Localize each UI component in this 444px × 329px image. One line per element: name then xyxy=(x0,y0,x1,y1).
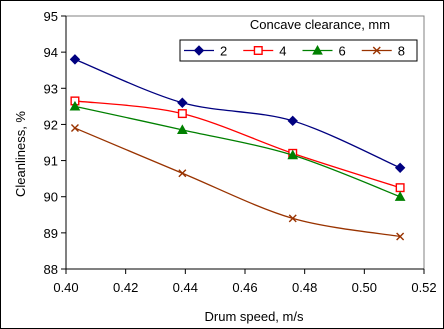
axes: 88 89 90 91 92 93 94 95 0.40 0.42 0.44 0.46 0.48 0.50… xyxy=(44,9,437,295)
y-tick-label: 88 xyxy=(44,262,58,277)
x-tick-label: 0.48 xyxy=(292,280,317,295)
series-group xyxy=(69,54,406,241)
x-tick-label: 0.40 xyxy=(53,280,78,295)
y-tick-label: 90 xyxy=(44,190,58,205)
legend-marker xyxy=(193,45,205,56)
series-line xyxy=(74,127,401,238)
series-line xyxy=(74,105,401,198)
marker-stroke xyxy=(288,214,297,223)
data-point xyxy=(69,100,81,111)
data-point xyxy=(288,214,297,223)
y-tick-label: 92 xyxy=(44,117,58,132)
x-axis-label: Drum speed, m/s xyxy=(205,309,304,324)
legend-label: 6 xyxy=(339,44,346,59)
marker-stroke xyxy=(396,232,405,241)
legend-label: 2 xyxy=(220,44,227,59)
y-tick-label: 91 xyxy=(44,154,58,169)
data-point xyxy=(394,191,406,201)
y-tick-label: 94 xyxy=(44,45,58,60)
data-point xyxy=(394,162,406,174)
y-tick-label: 89 xyxy=(44,226,58,241)
x-tick-label: 0.44 xyxy=(173,280,198,295)
data-point xyxy=(177,109,187,119)
data-point xyxy=(177,124,188,134)
legend-marker xyxy=(372,46,381,55)
legend: Concave clearance, mm 2 4 6 8 xyxy=(179,17,418,62)
x-tick-label: 0.46 xyxy=(232,280,257,295)
marker-stroke xyxy=(178,169,187,178)
series-6 xyxy=(69,100,406,201)
series-line xyxy=(74,58,401,169)
legend-box xyxy=(179,39,418,62)
data-point xyxy=(178,169,187,178)
data-point xyxy=(177,97,188,108)
legend-entry-8: 8 xyxy=(361,44,405,59)
data-point xyxy=(395,183,405,193)
series-line xyxy=(74,100,401,189)
data-point xyxy=(396,232,405,241)
legend-title: Concave clearance, mm xyxy=(250,17,390,32)
x-tick-label: 0.50 xyxy=(352,280,377,295)
marker-stroke xyxy=(372,46,381,55)
x-tick-label: 0.42 xyxy=(113,280,138,295)
legend-label: 8 xyxy=(398,44,405,59)
data-point xyxy=(70,124,79,133)
y-tick-label: 93 xyxy=(44,81,58,96)
legend-marker xyxy=(312,44,323,55)
series-2 xyxy=(69,54,406,174)
legend-entry-4: 4 xyxy=(243,44,286,59)
legend-marker xyxy=(253,46,263,56)
series-8 xyxy=(70,124,405,241)
data-point xyxy=(287,115,298,127)
legend-entry-6: 6 xyxy=(302,44,346,59)
y-axis-label: Cleanliness, % xyxy=(13,111,28,197)
x-tick-label: 0.52 xyxy=(411,280,436,295)
marker-stroke xyxy=(70,124,79,133)
data-point xyxy=(69,54,81,65)
data-point xyxy=(287,149,299,160)
legend-entry-2: 2 xyxy=(184,44,227,59)
y-tick-label: 95 xyxy=(44,9,58,24)
legend-label: 4 xyxy=(279,44,286,59)
